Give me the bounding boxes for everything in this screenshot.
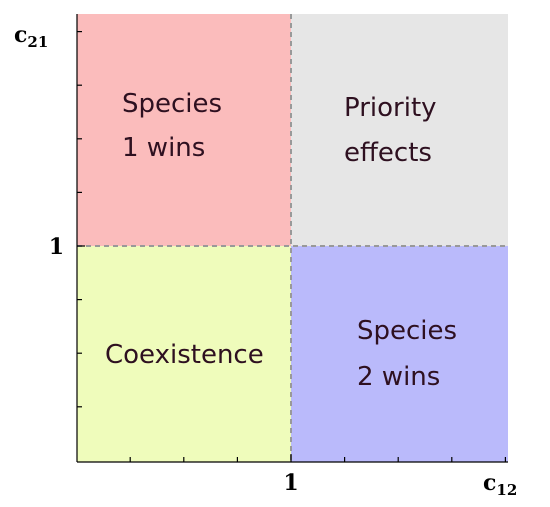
x-tick-label: 1: [283, 470, 298, 496]
axes: [76, 14, 508, 463]
label-line: effects: [344, 138, 432, 168]
axis-labels: c21 c12 1 1: [14, 22, 517, 499]
region-priority: [291, 14, 508, 246]
x-axis-label: c12: [483, 470, 517, 499]
symbol: c: [483, 470, 496, 496]
subscript: 21: [27, 33, 48, 51]
region-coexistence: [77, 246, 291, 462]
quadrant-labels: Species 1 wins Priority effects Coexiste…: [105, 89, 457, 392]
label-line: 1 wins: [122, 133, 205, 163]
region-species-2: [291, 246, 508, 462]
symbol: c: [14, 22, 27, 48]
y-tick-label: 1: [49, 234, 64, 260]
subscript: 12: [496, 481, 517, 499]
region-species-1: [77, 14, 291, 246]
label-line: 2 wins: [357, 362, 440, 392]
label-line: Species: [122, 89, 222, 119]
y-axis-label: c21: [14, 22, 48, 51]
label-line: Coexistence: [105, 340, 264, 370]
label-line: Priority: [344, 93, 437, 123]
label-line: Species: [357, 316, 457, 346]
